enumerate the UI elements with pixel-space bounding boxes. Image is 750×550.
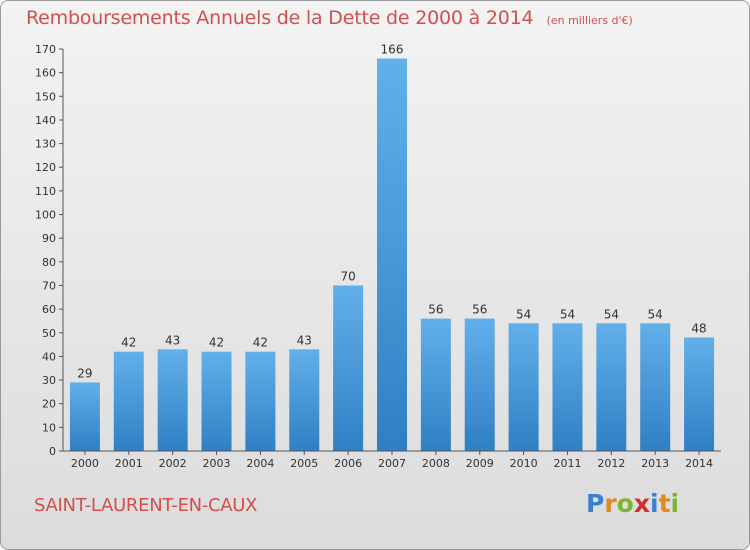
x-tick-label-2004: 2004: [246, 457, 274, 470]
y-tick-label: 120: [35, 161, 56, 174]
y-tick-label: 170: [35, 43, 56, 56]
y-tick-label: 90: [42, 232, 56, 245]
y-axis: 0 10 20 30 40 50 60 70 80 90 100 110 120 130 140 150 160…: [35, 43, 64, 458]
value-label-2011: 54: [560, 307, 575, 321]
y-tick-label: 20: [42, 398, 56, 411]
logo-letter: P: [586, 489, 605, 518]
y-tick-label: 100: [35, 209, 56, 222]
bar-2013: [640, 323, 671, 451]
x-tick-label-2007: 2007: [378, 457, 406, 470]
bar-2006: [333, 285, 364, 451]
y-tick-label: 150: [35, 90, 56, 103]
bar-2012: [596, 323, 627, 451]
proxiti-logo[interactable]: Proxiti: [586, 489, 679, 518]
y-tick-label: 140: [35, 114, 56, 127]
value-label-2004: 42: [253, 336, 268, 350]
value-label-2014: 48: [691, 321, 706, 335]
x-tick-label-2009: 2009: [466, 457, 494, 470]
y-tick-label: 70: [42, 279, 56, 292]
x-tick-label-2006: 2006: [334, 457, 362, 470]
bar-2001: [113, 351, 144, 451]
y-tick-label: 160: [35, 67, 56, 80]
x-tick-label-2012: 2012: [597, 457, 625, 470]
value-label-2010: 54: [516, 307, 531, 321]
bar-2003: [201, 351, 232, 451]
value-label-2000: 29: [77, 366, 92, 380]
bar-2002: [157, 349, 188, 451]
x-tick-label-2010: 2010: [510, 457, 538, 470]
value-label-2012: 54: [604, 307, 619, 321]
y-tick-label: 50: [42, 327, 56, 340]
logo-letter: r: [604, 489, 617, 518]
logo-letter: t: [658, 489, 671, 518]
bars: 29 42 43 42 42 43 70 166 56 56 54 54 54 54 48: [69, 42, 715, 451]
title-row: Remboursements Annuels de la Dette de 20…: [26, 7, 633, 29]
x-tick-label-2014: 2014: [685, 457, 713, 470]
value-label-2007: 166: [381, 42, 404, 56]
bar-2000: [69, 382, 100, 451]
logo-letter: x: [633, 489, 650, 518]
x-tick-label-2008: 2008: [422, 457, 450, 470]
value-label-2003: 42: [209, 336, 224, 350]
commune-name: SAINT-LAURENT-EN-CAUX: [34, 495, 258, 516]
x-tick-label-2001: 2001: [115, 457, 143, 470]
value-label-2002: 43: [165, 333, 180, 347]
value-label-2013: 54: [648, 307, 663, 321]
x-tick-label-2003: 2003: [203, 457, 231, 470]
x-tick-label-2011: 2011: [553, 457, 581, 470]
chart-subtitle: (en milliers d'€): [546, 14, 633, 27]
y-tick-label: 40: [42, 350, 56, 363]
value-label-2009: 56: [472, 303, 487, 317]
bar-2010: [508, 323, 539, 451]
y-tick-label: 30: [42, 374, 56, 387]
logo-letter: i: [650, 489, 659, 518]
bar-2007: [377, 58, 407, 451]
x-tick-label-2000: 2000: [71, 457, 99, 470]
bar-2009: [464, 318, 495, 451]
x-tick-label-2013: 2013: [641, 457, 669, 470]
bar-2008: [420, 318, 451, 451]
y-tick-label: 80: [42, 256, 56, 269]
bar-2004: [245, 351, 276, 451]
y-tick-label: 130: [35, 138, 56, 151]
value-label-2008: 56: [428, 303, 443, 317]
y-tick-label: 60: [42, 303, 56, 316]
y-tick-label: 110: [35, 185, 56, 198]
x-axis: 2000 2001 2002 2003 2004 2005 2006 2007 2008 2009…: [63, 450, 721, 470]
bar-2005: [289, 349, 320, 451]
x-tick-label-2005: 2005: [290, 457, 318, 470]
bar-2011: [552, 323, 583, 451]
value-label-2005: 43: [297, 333, 312, 347]
x-tick-label-2002: 2002: [159, 457, 187, 470]
y-tick-label: 0: [49, 445, 56, 458]
chart-title: Remboursements Annuels de la Dette de 20…: [26, 7, 534, 29]
y-tick-label: 10: [42, 421, 56, 434]
logo-letter: i: [670, 489, 680, 518]
value-label-2001: 42: [121, 336, 136, 350]
value-label-2006: 70: [340, 269, 355, 283]
bar-2014: [684, 337, 715, 451]
logo-letter: o: [616, 489, 634, 518]
